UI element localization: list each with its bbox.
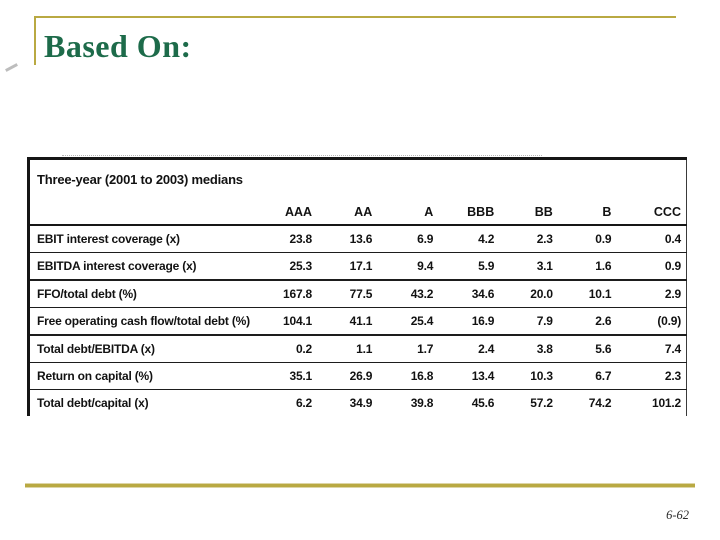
row-label: FFO/total debt (%) xyxy=(28,280,255,308)
rating-column-header-aa: AA xyxy=(317,205,378,226)
rating-header-row: AAA AA A BBB BB B CCC xyxy=(28,205,687,226)
ratio-value: 6.9 xyxy=(377,225,439,253)
rating-column-header-aaa: AAA xyxy=(254,205,318,226)
page-number: 6-62 xyxy=(666,508,689,522)
ratio-value: 7.4 xyxy=(616,335,687,363)
ratio-value: 20.0 xyxy=(499,280,558,308)
rating-column-header-ccc: CCC xyxy=(616,205,687,226)
ratio-value: 6.2 xyxy=(295,396,313,410)
ratio-value: 25.3 xyxy=(254,252,318,281)
ratio-value: 104.1 xyxy=(254,307,318,336)
ratio-value: 2.6 xyxy=(557,307,617,336)
ratio-value: 25.4 xyxy=(377,307,439,336)
ratio-value: 39.8 xyxy=(410,396,434,410)
ratio-value: 45.6 xyxy=(471,396,495,410)
ratio-value: 16.9 xyxy=(438,307,500,336)
ratio-value: 26.9 xyxy=(317,362,378,390)
ratio-value: 3.8 xyxy=(499,335,558,363)
rating-column-header-bbb: BBB xyxy=(438,205,500,226)
ratio-value: 2.3 xyxy=(616,362,687,390)
scan-noise-line xyxy=(62,155,542,156)
ratio-value: 1.6 xyxy=(557,252,617,281)
ratio-value: 6.7 xyxy=(557,362,617,390)
ratio-value: 5.6 xyxy=(557,335,617,363)
ratio-value: 5.9 xyxy=(438,252,500,281)
ratio-value: 17.1 xyxy=(317,252,378,281)
table-row: Total debt/capital (x) 6.2 34.9 39.8 45.6 57.… xyxy=(29,390,687,417)
row-label: Return on capital (%) xyxy=(28,362,255,390)
ratio-value: 0.9 xyxy=(557,225,617,253)
scan-artifact-dash xyxy=(5,63,18,72)
row-label: Total debt/EBITDA (x) xyxy=(28,335,255,363)
table-row: Return on capital (%) 35.1 26.9 16.8 13.4 10.… xyxy=(28,362,687,390)
slide-title: Based On: xyxy=(44,28,192,64)
ratio-value: 2.4 xyxy=(438,335,500,363)
ratio-value: 10.3 xyxy=(499,362,558,390)
ratio-value: 23.8 xyxy=(254,225,318,253)
rating-column-header-b: B xyxy=(557,205,617,226)
row-label: Total debt/capital (x) xyxy=(37,396,149,410)
ratio-value: 43.2 xyxy=(377,280,439,308)
ratio-value: 9.4 xyxy=(377,252,439,281)
ratio-value: 35.1 xyxy=(254,362,318,390)
ratios-table-scan: Three-year (2001 to 2003) medians AAA AA A… xyxy=(27,155,687,416)
ratio-value: 4.2 xyxy=(438,225,500,253)
table-row: FFO/total debt (%) 167.8 77.5 43.2 34.6 20.0 1… xyxy=(28,280,687,308)
ratio-value: 13.4 xyxy=(438,362,500,390)
ratio-value: 2.3 xyxy=(499,225,558,253)
row-label: EBITDA interest coverage (x) xyxy=(28,252,255,281)
ratio-value: 0.2 xyxy=(254,335,318,363)
top-accent-line xyxy=(35,16,676,18)
ratio-value: 57.2 xyxy=(530,396,553,410)
table-row: EBIT interest coverage (x) 23.8 13.6 6.9 4.2… xyxy=(28,225,687,253)
left-accent-line xyxy=(34,16,36,65)
table-title-row: Three-year (2001 to 2003) medians xyxy=(29,159,687,206)
ratio-value: 101.2 xyxy=(651,396,681,410)
ratio-value: 34.9 xyxy=(349,396,373,410)
table-row: EBITDA interest coverage (x) 25.3 17.1 9.4 5… xyxy=(28,252,687,281)
ratio-value: 41.1 xyxy=(317,307,378,336)
rating-column-header-a: A xyxy=(377,205,439,226)
row-label: Free operating cash flow/total debt (%) xyxy=(28,307,255,336)
ratio-value: (0.9) xyxy=(616,307,687,336)
ratio-value: 13.6 xyxy=(317,225,378,253)
ratio-value: 0.9 xyxy=(616,252,687,281)
ratio-value: 1.7 xyxy=(377,335,439,363)
ratio-value: 10.1 xyxy=(557,280,617,308)
ratio-value: 167.8 xyxy=(254,280,318,308)
table-row: Total debt/EBITDA (x) 0.2 1.1 1.7 2.4 3.8 5.6 7… xyxy=(28,335,687,363)
ratio-value: 3.1 xyxy=(499,252,558,281)
table-row: Free operating cash flow/total debt (%) 1… xyxy=(28,307,687,336)
ratio-value: 16.8 xyxy=(377,362,439,390)
rating-column-header-bb: BB xyxy=(499,205,558,226)
label-column-header xyxy=(28,205,255,226)
ratio-value: 34.6 xyxy=(438,280,500,308)
ratio-value: 1.1 xyxy=(317,335,378,363)
ratio-value: 77.5 xyxy=(317,280,378,308)
ratio-value: 2.9 xyxy=(616,280,687,308)
ratio-value: 74.2 xyxy=(588,396,612,410)
table-title: Three-year (2001 to 2003) medians xyxy=(37,172,243,187)
medians-table: Three-year (2001 to 2003) medians AAA AA A… xyxy=(27,157,687,416)
bottom-accent-line xyxy=(25,484,695,487)
row-label: EBIT interest coverage (x) xyxy=(28,225,255,253)
ratio-value: 7.9 xyxy=(499,307,558,336)
ratio-value: 0.4 xyxy=(616,225,687,253)
